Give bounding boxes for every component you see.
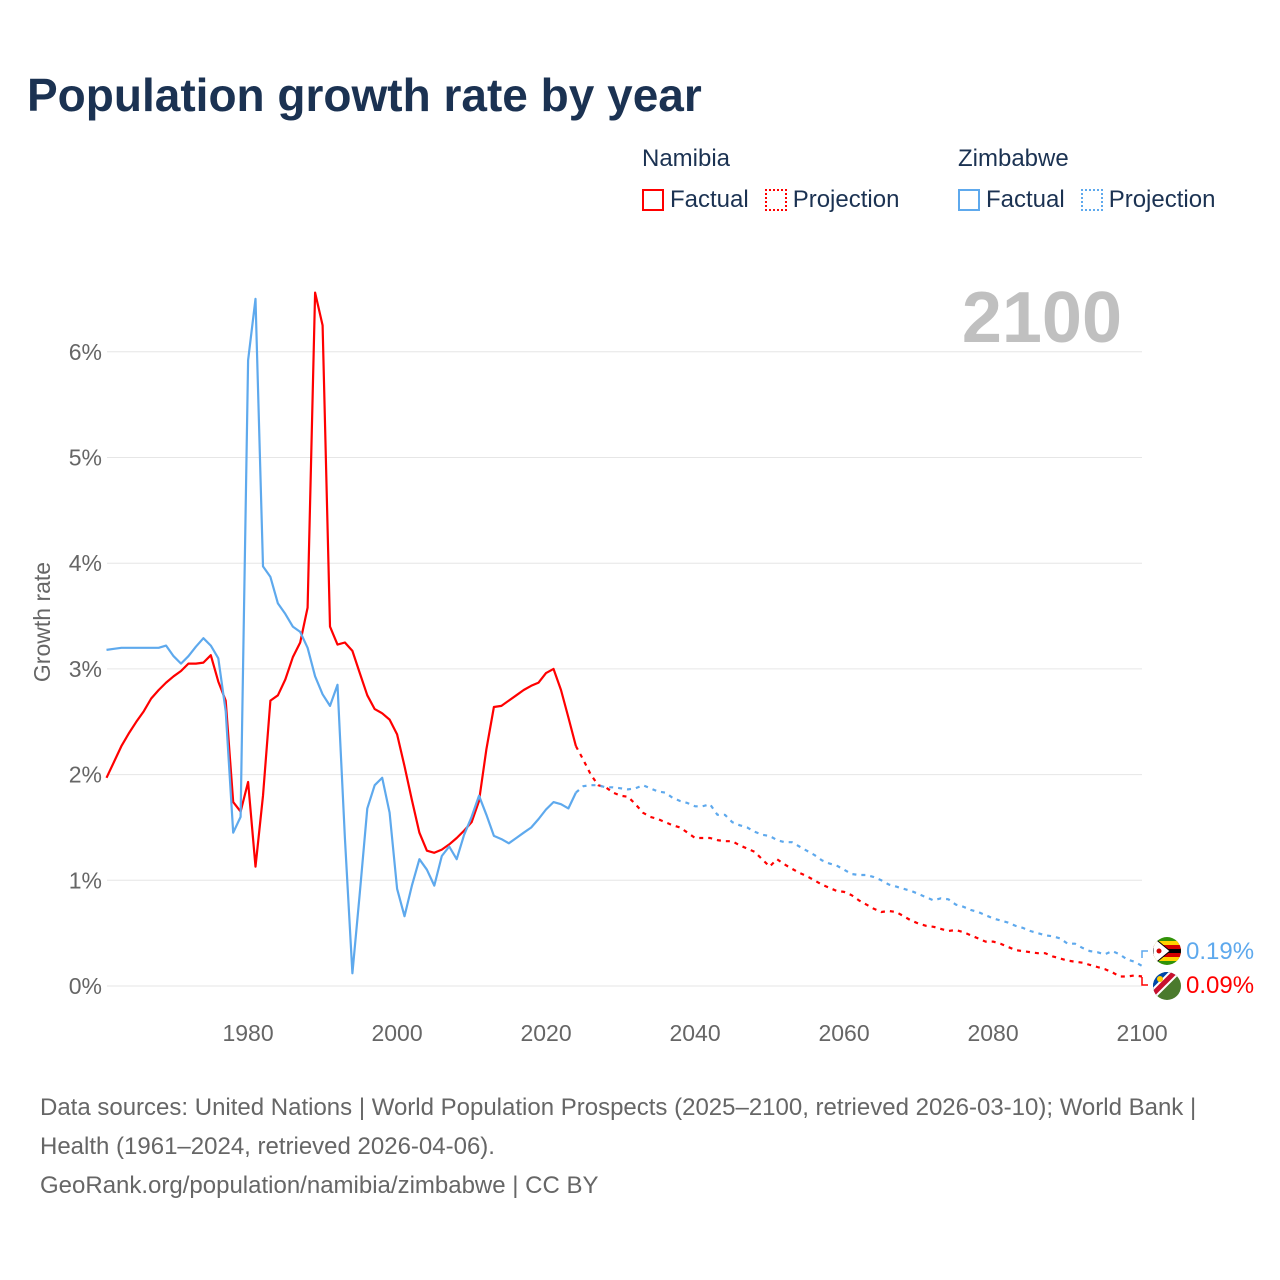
y-tick-label: 6% [69, 339, 102, 365]
x-tick-label: 2040 [669, 1020, 720, 1046]
year-display: 2100 [962, 278, 1122, 358]
legend-label: Factual [986, 186, 1065, 213]
solid-swatch-icon [958, 189, 980, 211]
x-tick-label: 2100 [1116, 1020, 1167, 1046]
sources-footer: Data sources: United Nations | World Pop… [40, 1088, 1240, 1205]
data-sources-text: Data sources: United Nations | World Pop… [40, 1094, 1197, 1160]
zimbabwe-end-label: 0.19% [1186, 938, 1254, 965]
y-tick-label: 4% [69, 550, 102, 576]
y-axis-label: Growth rate [29, 562, 55, 682]
y-tick-label: 2% [69, 762, 102, 788]
x-tick-label: 2080 [967, 1020, 1018, 1046]
legend-zimbabwe: Factual Projection [958, 186, 1215, 214]
namibia-end-label: 0.09% [1186, 972, 1254, 999]
legend-item-namibia-factual[interactable]: Factual [642, 186, 749, 214]
attribution-link[interactable]: GeoRank.org/population/namibia/zimbabwe … [40, 1172, 599, 1199]
legend-label: Projection [1108, 186, 1216, 213]
dotted-swatch-icon [1080, 189, 1103, 211]
zimbabwe-flag-icon [1153, 937, 1181, 965]
legend-group-zimbabwe: Zimbabwe [958, 145, 1069, 172]
legend-namibia: Factual Projection [642, 186, 899, 214]
y-tick-label: 5% [69, 445, 102, 471]
legend-label: Factual [670, 186, 749, 213]
x-tick-label: 2060 [818, 1020, 869, 1046]
legend-label: Projection [792, 186, 900, 213]
namibia-factual-line [105, 291, 577, 868]
y-tick-label: 3% [69, 656, 102, 682]
x-tick-label: 1980 [222, 1020, 273, 1046]
x-tick-label: 2020 [520, 1020, 571, 1046]
zimbabwe-projection-line [575, 784, 1143, 967]
chart-title: Population growth rate by year [27, 69, 702, 121]
solid-swatch-icon [642, 189, 664, 211]
y-tick-label: 0% [69, 973, 102, 999]
legend-item-namibia-projection[interactable]: Projection [764, 186, 900, 214]
namibia-flag-icon [1153, 972, 1181, 1000]
chart-plot: 0% 1% 2% 3% 4% 5% 6% 1980 2000 2020 2040 2060 2080 21… [29, 278, 1254, 1046]
zimbabwe-connector [1141, 950, 1148, 958]
x-tick-label: 2000 [371, 1020, 422, 1046]
legend-group-namibia: Namibia [642, 145, 731, 172]
zimbabwe-factual-line [106, 297, 577, 975]
namibia-projection-line [574, 745, 1143, 978]
legend-item-zimbabwe-factual[interactable]: Factual [958, 186, 1065, 214]
dotted-swatch-icon [764, 189, 787, 211]
legend-item-zimbabwe-projection[interactable]: Projection [1080, 186, 1216, 214]
y-tick-label: 1% [69, 867, 102, 893]
namibia-connector [1141, 977, 1148, 986]
